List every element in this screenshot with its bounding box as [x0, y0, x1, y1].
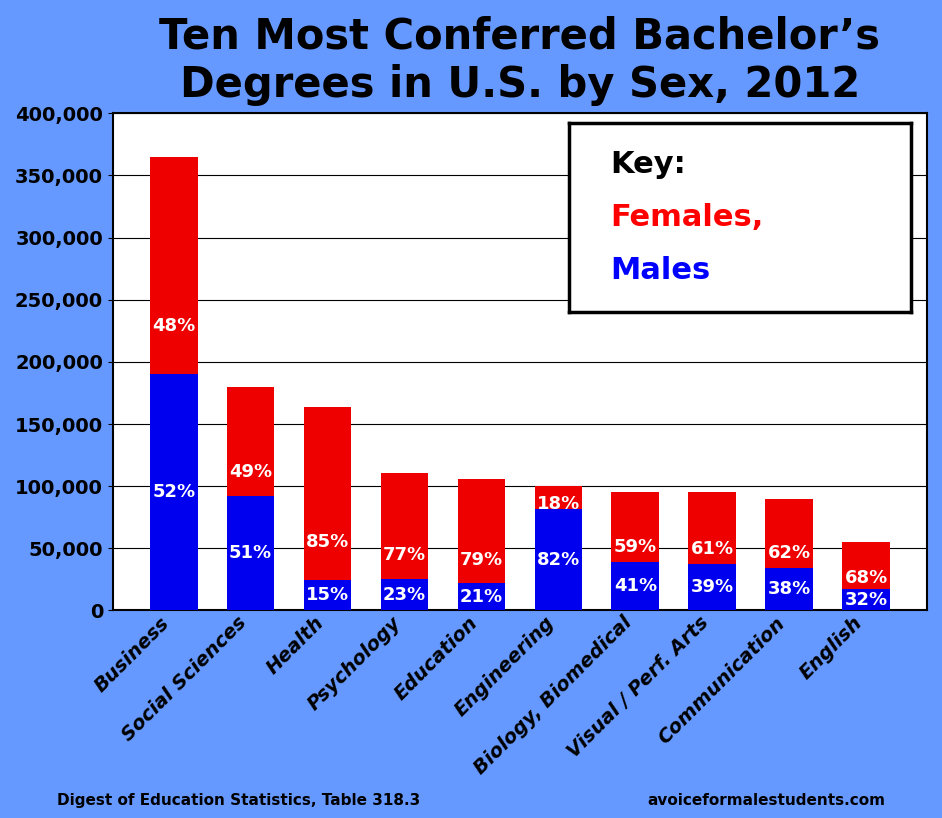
Bar: [227, 497, 274, 610]
Text: 23%: 23%: [383, 586, 426, 604]
Text: 21%: 21%: [460, 588, 503, 606]
Text: 18%: 18%: [537, 495, 580, 513]
Text: 79%: 79%: [460, 551, 503, 569]
Bar: [227, 387, 274, 497]
Bar: [458, 479, 505, 583]
Text: 61%: 61%: [690, 540, 734, 558]
Bar: [150, 157, 198, 375]
Text: 48%: 48%: [152, 317, 195, 335]
Bar: [303, 407, 351, 580]
Bar: [611, 562, 659, 610]
Text: 41%: 41%: [614, 578, 657, 596]
Text: 49%: 49%: [229, 463, 272, 481]
Bar: [381, 473, 429, 579]
Text: 39%: 39%: [690, 578, 734, 596]
Text: 52%: 52%: [153, 483, 195, 501]
Title: Ten Most Conferred Bachelor’s
Degrees in U.S. by Sex, 2012: Ten Most Conferred Bachelor’s Degrees in…: [159, 15, 881, 106]
Text: 59%: 59%: [614, 537, 657, 555]
Bar: [381, 579, 429, 610]
Bar: [150, 375, 198, 610]
Text: 77%: 77%: [383, 546, 426, 564]
Text: 68%: 68%: [845, 569, 887, 587]
Bar: [689, 492, 736, 564]
Text: Digest of Education Statistics, Table 318.3: Digest of Education Statistics, Table 31…: [57, 793, 420, 808]
Text: avoiceformalestudents.com: avoiceformalestudents.com: [647, 793, 885, 808]
Bar: [842, 589, 890, 610]
Bar: [765, 568, 813, 610]
Bar: [534, 486, 582, 509]
Bar: [458, 583, 505, 610]
Text: 85%: 85%: [306, 533, 349, 551]
Text: 51%: 51%: [229, 544, 272, 562]
Bar: [765, 499, 813, 568]
Bar: [842, 542, 890, 589]
Text: 62%: 62%: [768, 544, 811, 562]
Bar: [534, 509, 582, 610]
Text: 15%: 15%: [306, 587, 349, 605]
Text: 32%: 32%: [845, 591, 887, 609]
Text: 82%: 82%: [537, 551, 580, 569]
Bar: [303, 580, 351, 610]
Bar: [689, 564, 736, 610]
Bar: [611, 492, 659, 562]
Text: 38%: 38%: [768, 580, 811, 598]
